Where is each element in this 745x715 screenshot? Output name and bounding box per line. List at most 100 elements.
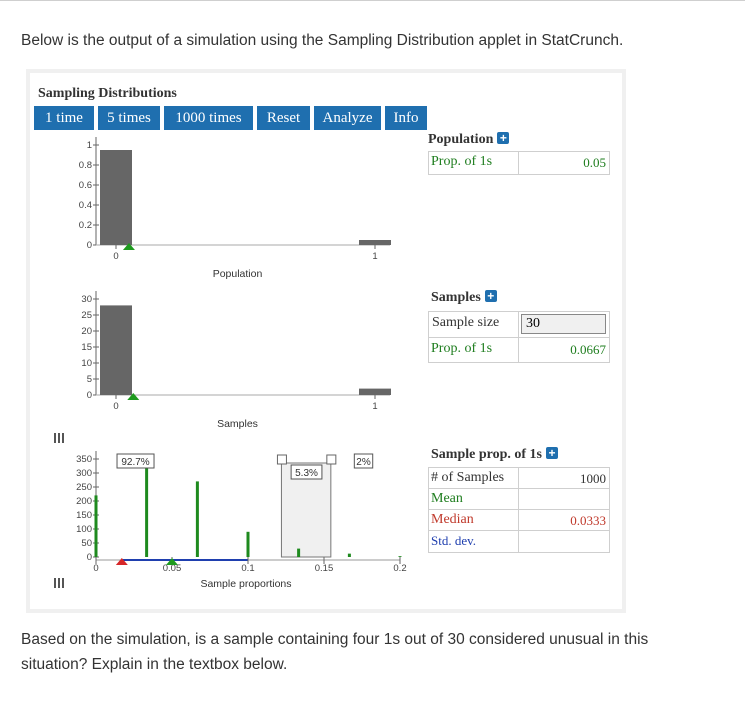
samples-chart-bar-0 [100, 305, 132, 395]
samples-chart-x-label: Samples [217, 418, 258, 430]
hist-y-tick-label: 300 [76, 468, 92, 479]
hist-bar [297, 548, 301, 557]
region-left-handle [276, 454, 287, 465]
population-chart-y-tick-label: 0.8 [79, 160, 92, 171]
population-table: Prop. of 1s 0.05 [428, 151, 610, 175]
reset-button[interactable]: Reset [257, 106, 310, 130]
percent-annotation-box [353, 453, 374, 469]
samples-chart-x-tick-label: 0 [113, 401, 118, 412]
info-button[interactable]: Info [385, 106, 427, 130]
samples-panel-header: Samples + [431, 290, 497, 306]
region-right-handle [326, 454, 337, 465]
run-1000-times-button[interactable]: 1000 times [164, 106, 253, 130]
sample-size-input[interactable] [521, 314, 606, 334]
sample-size-label: Sample size [432, 315, 500, 330]
population-chart-x-tick-label: 1 [372, 251, 377, 262]
row-divider [429, 509, 609, 510]
hist-bar [347, 553, 351, 557]
grip-icon [62, 433, 64, 443]
hist-y-tick-label: 350 [76, 454, 92, 465]
population-chart-x-tick-label: 0 [113, 251, 118, 262]
hist-bar [246, 531, 250, 557]
median-label: Median [431, 512, 474, 527]
top-border [0, 0, 745, 1]
expand-plus-icon[interactable]: + [545, 447, 558, 459]
expand-plus-icon[interactable]: + [497, 132, 510, 144]
samples-chart-prop-marker [127, 393, 140, 400]
samples-chart-y-tick-label: 30 [81, 294, 92, 305]
samples-chart-y-tick-label: 25 [81, 310, 92, 321]
applet-canvas: Sampling Distributions 1 time 5 times 10… [30, 73, 622, 609]
hist-y-tick-label: 150 [76, 510, 92, 521]
samples-header-label: Samples [431, 290, 481, 305]
population-chart-prop-marker [122, 243, 135, 250]
intro-text: Below is the output of a simulation usin… [21, 32, 624, 49]
hist-x-tick-label: 0.05 [163, 563, 182, 574]
hist-y-tick-label: 100 [76, 524, 92, 535]
grip-icon [54, 433, 56, 443]
percent-annotation-box [116, 453, 155, 469]
num-samples-label: # of Samples [431, 470, 505, 485]
row-divider [429, 337, 609, 338]
mean-label: Mean [431, 491, 463, 506]
run-5-times-button[interactable]: 5 times [98, 106, 160, 130]
hist-y-tick-label: 0 [87, 552, 92, 563]
population-chart-bar-0 [100, 150, 132, 245]
grip-icon [62, 578, 64, 588]
median-marker [115, 558, 128, 565]
population-chart-y-tick-label: 0 [87, 240, 92, 251]
samples-chart-x-tick-label: 1 [372, 401, 377, 412]
hist-x-label: Sample proportions [200, 578, 291, 590]
percent-annotation-box [290, 464, 323, 480]
grip-icon [58, 433, 60, 443]
hist-bar [398, 556, 402, 557]
hist-x-tick-label: 0.2 [393, 563, 406, 574]
applet-title: Sampling Distributions [38, 86, 177, 101]
analyze-button[interactable]: Analyze [314, 106, 381, 130]
samples-table: Sample size Prop. of 1s 0.0667 [428, 311, 610, 363]
population-chart-y-tick-label: 0.2 [79, 220, 92, 231]
hist-bar [195, 481, 199, 557]
stats-panel-header: Sample prop. of 1s + [431, 447, 558, 463]
row-divider [429, 530, 609, 531]
row-divider [429, 488, 609, 489]
mean-marker [166, 558, 178, 565]
population-chart-x-label: Population [213, 268, 263, 280]
expand-plus-icon[interactable]: + [484, 290, 497, 302]
samples-chart-y-tick-label: 5 [87, 374, 92, 385]
question-text: Based on the simulation, is a sample con… [21, 631, 649, 673]
hist-x-tick-label: 0.1 [241, 563, 254, 574]
run-1-time-button[interactable]: 1 time [34, 106, 94, 130]
median-value: 0.0333 [570, 513, 606, 528]
population-prop-value: 0.05 [583, 155, 606, 170]
std-dev-label: Std. dev. [431, 533, 477, 548]
grip-icon [58, 578, 60, 588]
population-chart-y-tick-label: 1 [87, 140, 92, 151]
percent-annotation: 5.3% [295, 468, 318, 479]
stats-table: # of Samples 1000 Mean Median 0.0333 Std… [428, 467, 610, 553]
samples-chart-y-tick-label: 20 [81, 326, 92, 337]
grip-icon [54, 578, 56, 588]
samples-prop-label: Prop. of 1s [431, 341, 493, 356]
samples-prop-value: 0.0667 [570, 342, 606, 357]
percent-annotation: 92.7% [121, 457, 149, 468]
cell-divider [518, 152, 519, 174]
stats-header-label: Sample prop. of 1s [431, 447, 542, 462]
hist-bar [145, 456, 149, 557]
hist-y-tick-label: 250 [76, 482, 92, 493]
hist-y-tick-label: 50 [81, 538, 92, 549]
population-chart-y-tick-label: 0.6 [79, 180, 92, 191]
cell-divider [518, 468, 519, 552]
num-samples-value: 1000 [580, 471, 606, 486]
hist-x-tick-label: 0 [93, 563, 98, 574]
population-header-label: Population [428, 132, 494, 147]
population-panel-header: Population + [428, 132, 510, 148]
samples-chart-y-tick-label: 0 [87, 390, 92, 401]
statcrunch-applet: Sampling Distributions 1 time 5 times 10… [26, 69, 626, 613]
samples-chart-y-tick-label: 15 [81, 342, 92, 353]
population-chart-y-tick-label: 0.4 [79, 200, 92, 211]
samples-chart-y-tick-label: 10 [81, 358, 92, 369]
hist-bar [94, 495, 98, 557]
population-prop-label: Prop. of 1s [431, 154, 493, 169]
